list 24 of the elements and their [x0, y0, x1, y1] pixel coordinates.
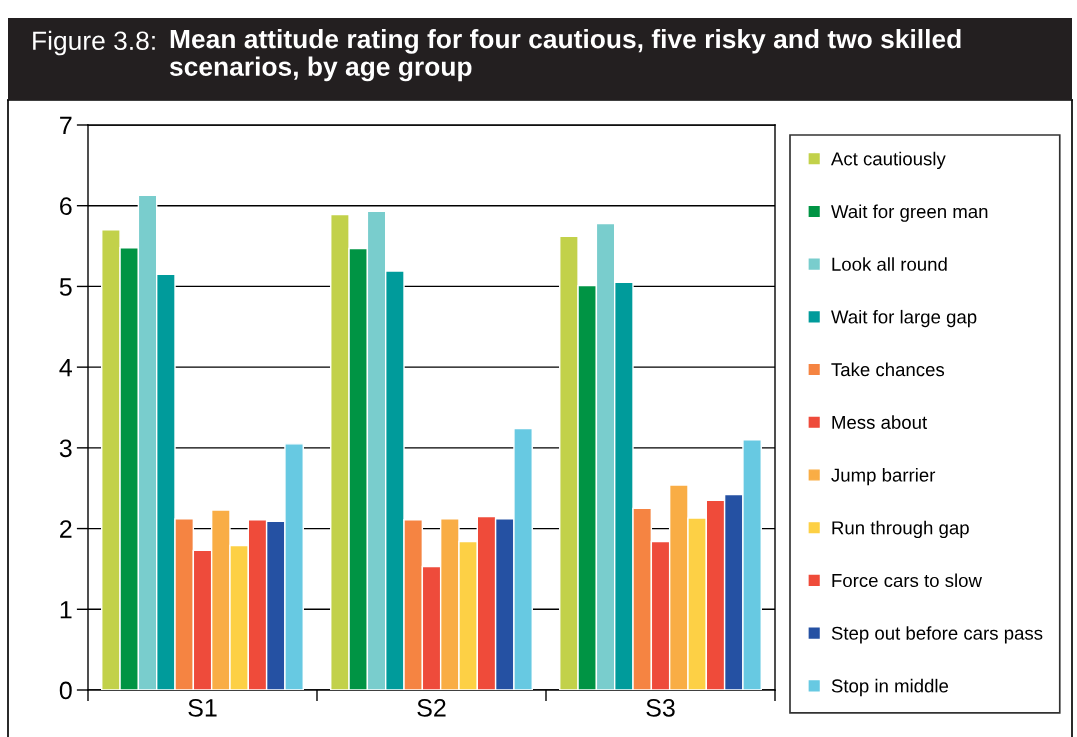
legend-label: Step out before cars pass	[831, 626, 1043, 644]
x-tick-label: S1	[188, 698, 217, 717]
legend-label: Look all round	[832, 257, 947, 271]
y-tick-label: 1	[60, 601, 72, 619]
legend-label: Wait for green man	[831, 204, 988, 222]
legend-label: Jump barrier	[831, 468, 936, 486]
y-tick-label: 6	[60, 197, 72, 216]
y-tick-label: 5	[59, 278, 72, 296]
legend-label: Act cautiously	[830, 151, 946, 170]
chart-title: Mean attitude rating for four cautious, five risky and two skilled scenarios, by age group	[169, 29, 961, 82]
x-tick-label: S2	[417, 698, 446, 717]
legend-label: Force cars to slow	[832, 573, 982, 588]
legend-label: Mess about	[832, 415, 928, 429]
legend-label: Run through gap	[832, 520, 969, 539]
x-tick-label: S3	[646, 698, 675, 717]
legend-label: Wait for large gap	[831, 309, 977, 328]
y-tick-label: 7	[60, 116, 72, 135]
y-tick-label: 2	[60, 520, 72, 538]
legend-label: Stop in middle	[831, 678, 949, 697]
y-tick-label: 4	[59, 359, 72, 377]
caption: Figure 3.8:	[33, 30, 155, 56]
y-tick-label: 3	[59, 439, 72, 458]
legend-label: Take chances	[831, 362, 945, 377]
y-tick-label: 0	[59, 681, 72, 700]
